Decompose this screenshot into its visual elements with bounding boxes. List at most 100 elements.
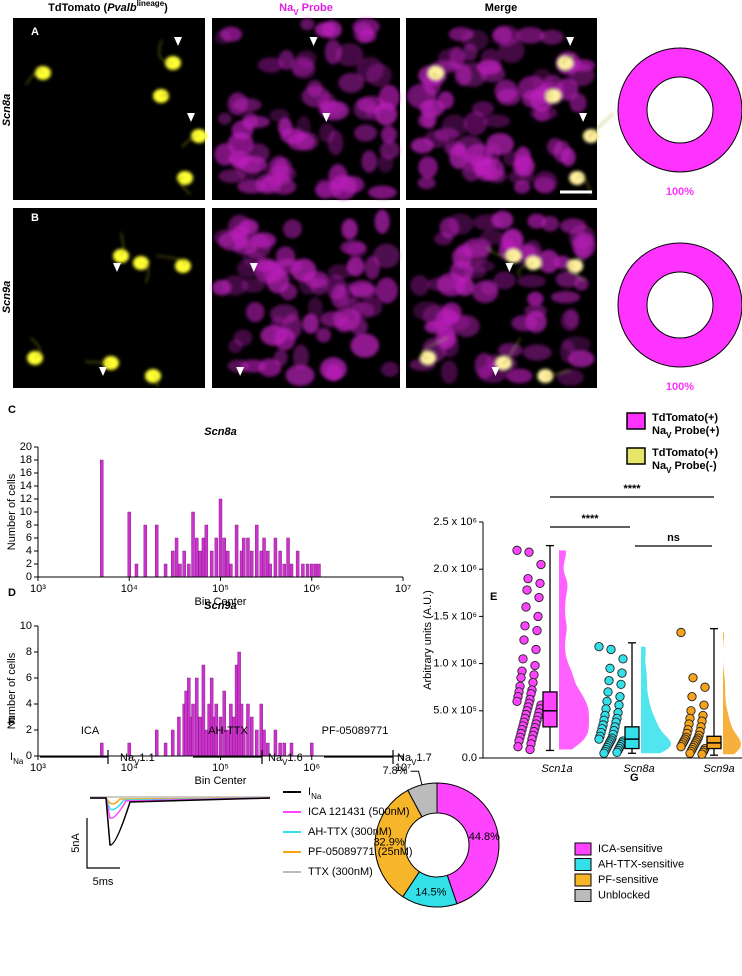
legend-label-part: V [666, 466, 672, 475]
legend-label-part: I [308, 786, 311, 798]
pie-label: 14.5% [415, 887, 446, 899]
bar [268, 563, 272, 578]
legend-label-part: TTX (300nM) [308, 866, 373, 878]
nucleus [417, 176, 436, 190]
bar [278, 550, 282, 578]
legend-label-part: PF-05089771 (25nM) [308, 846, 413, 858]
bar [255, 524, 259, 578]
legend-label-part: ICA 121431 (500nM) [308, 806, 410, 818]
data-point [531, 644, 541, 655]
column-header-part: lineage [137, 0, 165, 8]
leader-line [410, 770, 423, 785]
bar [100, 742, 104, 757]
legend-label: AH-TTX-sensitive [598, 858, 684, 870]
nucleus [300, 18, 315, 31]
nucleus [555, 271, 581, 288]
row-label: Scn8a [1, 94, 13, 126]
data-point [676, 627, 686, 638]
y-tick-label: 1.5 x 10⁶ [433, 610, 477, 622]
box [624, 726, 640, 750]
nucleus [531, 68, 553, 92]
bar [214, 537, 219, 578]
nucleus [293, 344, 309, 370]
pie-slice [617, 242, 742, 368]
nucleus [380, 125, 397, 144]
arrowhead [174, 37, 182, 46]
pathway-node: NaV1.1 [120, 752, 155, 767]
x-tick-label: 10⁴ [121, 583, 138, 595]
bar [163, 742, 168, 757]
data-point [528, 677, 538, 688]
y-tick-label: 1.0 x 10⁶ [433, 658, 477, 670]
data-point [617, 668, 627, 678]
inhibition-arrow [40, 750, 109, 764]
bar [171, 550, 175, 578]
data-point [599, 748, 609, 758]
panel-label: F [8, 716, 15, 728]
bar [273, 537, 278, 578]
bar [310, 742, 314, 757]
y-tick-label: 2 [26, 558, 32, 570]
nucleus [453, 315, 480, 338]
pie-slice [374, 789, 423, 898]
nucleus [494, 79, 518, 102]
significance-label: **** [623, 483, 641, 495]
micrograph [13, 18, 205, 200]
legend-label: TTX (300nM) [308, 866, 373, 878]
arrowhead [579, 113, 588, 122]
nucleus [437, 91, 454, 110]
legend-label-part: Probe(+) [671, 425, 719, 437]
pie-label: 7.8% [382, 765, 407, 777]
nucleus [213, 228, 239, 247]
y-tick-label: 14 [20, 480, 32, 492]
nucleus [309, 277, 328, 296]
micrograph-cells [212, 209, 400, 386]
nucleus [418, 156, 438, 179]
y-tick-label: 10 [20, 506, 32, 518]
y-tick-label: 6 [26, 532, 32, 544]
pv-process [545, 88, 554, 98]
bar [171, 729, 175, 757]
pv-process [178, 177, 191, 195]
pv-process [544, 369, 571, 377]
nucleus [527, 291, 544, 307]
pv-process [421, 337, 448, 359]
bar [250, 550, 254, 578]
significance-label: ns [667, 532, 680, 544]
pv-process [567, 264, 585, 281]
nucleus [447, 213, 474, 235]
y-tick-label: 18 [20, 454, 32, 466]
nucleus [344, 297, 363, 322]
nucleus [557, 369, 584, 386]
x-tick-label: 10³ [30, 762, 46, 774]
y-tick-label: 2.5 x 10⁶ [433, 516, 477, 528]
data-point [604, 675, 614, 686]
nucleus [354, 124, 378, 142]
nucleus [227, 132, 254, 155]
nucleus [315, 178, 333, 199]
pv-process [156, 255, 186, 267]
pv-cell [505, 249, 522, 263]
bar [201, 537, 206, 578]
x-tick-label: 10⁶ [303, 583, 320, 595]
micrograph-cells [27, 232, 191, 388]
data-point [513, 742, 523, 752]
y-tick-label: 10 [20, 620, 32, 632]
nucleus [574, 276, 589, 291]
panel-label: B [31, 212, 39, 224]
data-point [523, 573, 533, 584]
nucleus [237, 179, 266, 194]
data-point [686, 706, 696, 716]
bar [246, 537, 250, 578]
column-header-part: Probe [299, 2, 333, 14]
nucleus [449, 46, 465, 69]
column-header-part: Na [279, 2, 294, 14]
arrowhead [322, 113, 331, 122]
pv-process [30, 337, 41, 359]
bar [204, 524, 209, 578]
nucleus [498, 343, 523, 357]
pie-label: 44.8% [469, 831, 500, 843]
bar [143, 524, 148, 578]
column-header-part: Pvalb [107, 2, 137, 14]
current-traces [86, 796, 271, 869]
